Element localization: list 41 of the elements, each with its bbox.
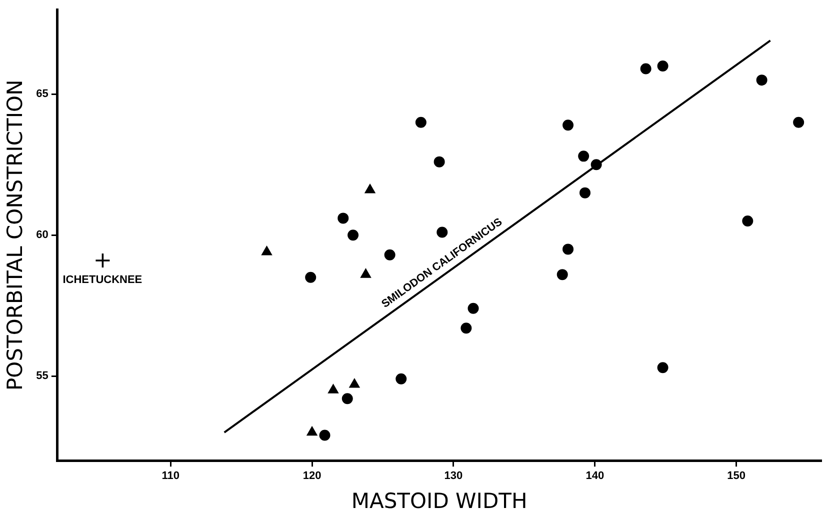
point xyxy=(307,426,317,436)
point xyxy=(415,116,426,128)
y-tick-label: 60 xyxy=(36,229,48,242)
point xyxy=(562,120,574,131)
point xyxy=(460,322,472,334)
point xyxy=(262,246,272,256)
x-tick-label: 150 xyxy=(727,470,746,482)
point xyxy=(342,393,353,404)
point xyxy=(328,384,338,394)
point xyxy=(350,378,360,388)
point xyxy=(338,212,349,224)
point xyxy=(562,244,574,255)
point xyxy=(556,269,568,280)
series-label: ICHETUCKNEE xyxy=(62,274,142,286)
point xyxy=(640,63,652,74)
x-tick-label: 120 xyxy=(302,470,322,482)
point xyxy=(578,150,590,162)
point xyxy=(348,230,359,241)
point xyxy=(360,269,371,278)
point xyxy=(657,362,668,374)
point xyxy=(434,156,445,168)
x-axis-title: MASTOID WIDTH xyxy=(351,488,528,513)
point xyxy=(793,116,804,128)
point xyxy=(384,249,396,260)
point xyxy=(590,159,602,170)
point xyxy=(319,430,330,441)
y-axis-title: POSTORBITAL CONSTRICTION xyxy=(3,80,28,390)
point xyxy=(365,184,375,194)
point xyxy=(756,74,768,86)
point xyxy=(580,187,590,198)
y-tick-label: 65 xyxy=(36,88,48,100)
x-tick-label: 140 xyxy=(586,470,604,482)
point xyxy=(468,302,479,314)
point xyxy=(396,373,407,384)
x-tick-label: 110 xyxy=(162,470,180,482)
point xyxy=(94,252,111,268)
point xyxy=(742,216,754,227)
y-tick-label: 55 xyxy=(36,370,48,382)
point xyxy=(305,272,316,283)
x-tick-label: 130 xyxy=(444,470,463,482)
point xyxy=(657,60,668,72)
